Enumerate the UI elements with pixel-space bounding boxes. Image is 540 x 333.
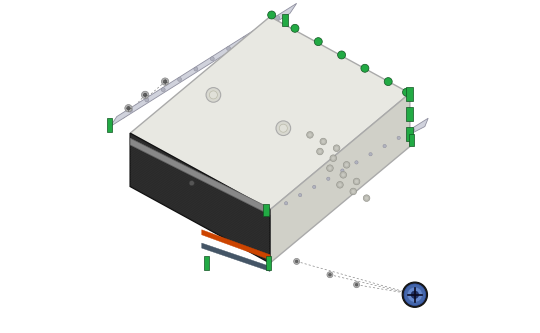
Circle shape <box>328 166 332 170</box>
Circle shape <box>411 291 418 298</box>
Circle shape <box>342 173 345 176</box>
Circle shape <box>352 190 355 193</box>
Circle shape <box>327 177 330 180</box>
Circle shape <box>345 163 348 166</box>
Circle shape <box>194 67 198 71</box>
Circle shape <box>144 93 147 97</box>
Circle shape <box>189 180 194 186</box>
Polygon shape <box>202 243 270 271</box>
Bar <box>406 87 413 101</box>
Circle shape <box>369 153 372 156</box>
Bar <box>266 256 271 270</box>
Circle shape <box>127 107 130 110</box>
Circle shape <box>355 283 358 286</box>
Circle shape <box>353 178 360 185</box>
Circle shape <box>355 161 358 164</box>
Circle shape <box>279 124 287 132</box>
Circle shape <box>338 51 346 59</box>
Circle shape <box>354 282 360 288</box>
Circle shape <box>206 88 221 102</box>
Circle shape <box>141 91 149 99</box>
Circle shape <box>343 162 350 168</box>
Circle shape <box>350 188 356 195</box>
Circle shape <box>275 16 280 20</box>
Circle shape <box>327 272 333 278</box>
Bar <box>264 204 269 216</box>
Circle shape <box>210 91 218 99</box>
Circle shape <box>411 128 414 132</box>
Circle shape <box>320 138 327 145</box>
Circle shape <box>164 80 167 83</box>
Circle shape <box>294 258 300 264</box>
Circle shape <box>299 193 302 197</box>
Circle shape <box>365 196 368 200</box>
Circle shape <box>397 136 400 140</box>
Circle shape <box>384 78 392 86</box>
Circle shape <box>330 155 336 162</box>
Circle shape <box>259 26 264 30</box>
Circle shape <box>129 108 132 112</box>
Circle shape <box>308 133 312 137</box>
Circle shape <box>285 201 288 205</box>
Circle shape <box>402 88 410 96</box>
Circle shape <box>145 98 149 102</box>
Circle shape <box>340 171 347 178</box>
Bar <box>406 127 413 141</box>
Polygon shape <box>130 133 270 263</box>
Circle shape <box>363 195 370 201</box>
Circle shape <box>404 284 426 305</box>
Circle shape <box>407 287 422 302</box>
Circle shape <box>318 150 322 153</box>
Circle shape <box>327 165 333 171</box>
Circle shape <box>307 132 313 138</box>
Circle shape <box>383 145 386 148</box>
Circle shape <box>313 185 316 188</box>
Polygon shape <box>110 3 296 127</box>
Polygon shape <box>130 17 410 210</box>
Circle shape <box>329 273 331 276</box>
Circle shape <box>355 180 358 183</box>
Polygon shape <box>130 138 270 215</box>
Circle shape <box>333 145 340 152</box>
Circle shape <box>161 88 165 92</box>
Circle shape <box>161 78 169 85</box>
Polygon shape <box>270 118 428 215</box>
Circle shape <box>314 38 322 46</box>
Circle shape <box>268 11 275 19</box>
Circle shape <box>336 181 343 188</box>
Bar <box>282 14 288 26</box>
Circle shape <box>316 148 323 155</box>
Circle shape <box>361 64 369 72</box>
Circle shape <box>341 169 344 172</box>
Polygon shape <box>202 230 270 260</box>
Circle shape <box>276 121 291 136</box>
Bar <box>107 118 112 132</box>
Bar <box>409 134 414 146</box>
Bar <box>406 107 413 121</box>
Circle shape <box>335 147 338 150</box>
Circle shape <box>227 47 231 51</box>
Circle shape <box>295 260 298 263</box>
Circle shape <box>178 77 181 81</box>
Circle shape <box>243 36 247 40</box>
Circle shape <box>332 157 335 160</box>
Circle shape <box>210 57 214 61</box>
Polygon shape <box>270 93 410 263</box>
Circle shape <box>291 24 299 32</box>
Circle shape <box>338 183 342 186</box>
Circle shape <box>402 282 428 307</box>
Bar <box>204 256 210 270</box>
Circle shape <box>322 140 325 143</box>
Circle shape <box>125 105 132 112</box>
